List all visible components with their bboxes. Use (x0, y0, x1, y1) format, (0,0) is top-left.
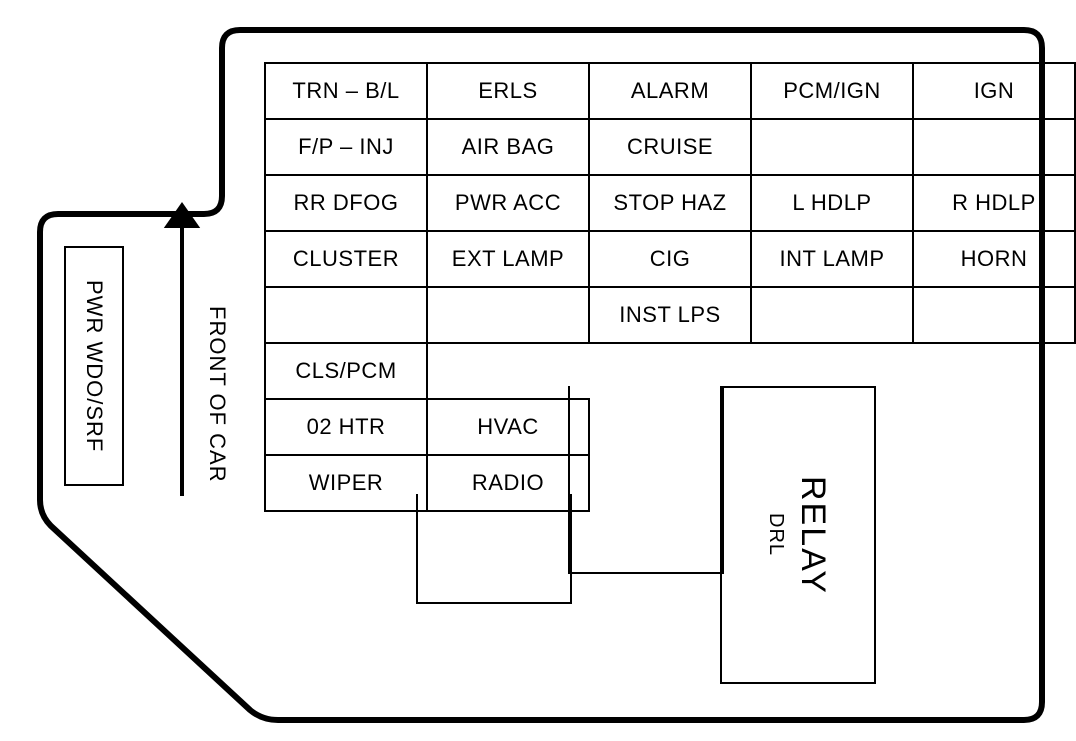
front-arrow-icon (152, 202, 212, 496)
fuse-cell: HVAC (427, 399, 589, 455)
fuse-cell: 02 HTR (265, 399, 427, 455)
fuse-cell: RR DFOG (265, 175, 427, 231)
fuse-cell: PCM/IGN (751, 63, 913, 119)
fuse-cell: R HDLP (913, 175, 1075, 231)
relay-sub-label: DRL (764, 513, 787, 556)
grid-gap-col2 (416, 494, 572, 604)
fuse-cell (913, 287, 1075, 343)
fuse-cell: TRN – B/L (265, 63, 427, 119)
fuse-cell: L HDLP (751, 175, 913, 231)
fuse-cell: EXT LAMP (427, 231, 589, 287)
pwr-wdo-srf-box: PWR WDO/SRF (64, 246, 124, 486)
fuse-cell: HORN (913, 231, 1075, 287)
pwr-wdo-srf-label: PWR WDO/SRF (81, 280, 107, 452)
grid-gap-col3 (568, 386, 724, 574)
relay-main-label: RELAY (793, 476, 832, 595)
fuse-cell: INT LAMP (751, 231, 913, 287)
front-of-car-label: FRONT OF CAR (204, 306, 230, 483)
fuse-cell: ALARM (589, 63, 751, 119)
fuse-cell: F/P – INJ (265, 119, 427, 175)
fuse-cell (751, 119, 913, 175)
fuse-cell: PWR ACC (427, 175, 589, 231)
fuse-cell (913, 119, 1075, 175)
fuse-cell (751, 287, 913, 343)
fuse-cell: INST LPS (589, 287, 751, 343)
fuse-cell: CRUISE (589, 119, 751, 175)
fuse-cell: ERLS (427, 63, 589, 119)
fuse-cell: STOP HAZ (589, 175, 751, 231)
fuse-cell: CIG (589, 231, 751, 287)
fuse-cell: CLS/PCM (265, 343, 427, 399)
fuse-cell: AIR BAG (427, 119, 589, 175)
fuse-cell (265, 287, 427, 343)
relay-block: RELAY DRL (720, 386, 876, 684)
fuse-box-diagram: PWR WDO/SRF FRONT OF CAR TRN – B/LERLSAL… (0, 0, 1076, 741)
fuse-cell: IGN (913, 63, 1075, 119)
fuse-cell: CLUSTER (265, 231, 427, 287)
fuse-cell (427, 287, 589, 343)
fuse-cell: WIPER (265, 455, 427, 511)
